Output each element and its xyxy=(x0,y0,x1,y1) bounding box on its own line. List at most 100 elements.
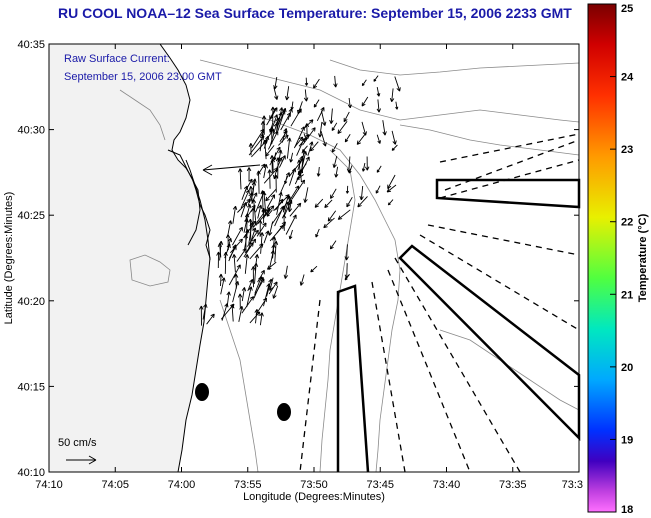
current-vector xyxy=(348,165,353,174)
current-vector xyxy=(230,238,243,254)
current-vector xyxy=(382,120,387,136)
current-vector xyxy=(220,303,235,320)
current-vector xyxy=(361,96,369,107)
current-vector xyxy=(316,166,321,177)
current-vector xyxy=(361,121,367,136)
current-vector xyxy=(334,166,339,178)
current-vector xyxy=(387,199,394,206)
colorbar-tick-label: 23 xyxy=(621,144,633,156)
current-vector xyxy=(376,99,382,113)
current-vector xyxy=(303,187,309,203)
current-vector xyxy=(286,137,292,159)
current-vector xyxy=(266,194,276,209)
current-vector xyxy=(232,205,238,224)
x-tick-label: 73:50 xyxy=(300,479,328,491)
current-vector xyxy=(243,218,249,233)
current-vector xyxy=(270,158,275,173)
current-vector xyxy=(313,99,320,108)
current-vector xyxy=(244,242,254,254)
current-vector xyxy=(320,110,327,126)
current-vector xyxy=(345,185,349,194)
current-vector xyxy=(246,286,253,308)
current-vector xyxy=(272,285,279,299)
current-vector xyxy=(357,196,368,208)
current-vector xyxy=(331,143,338,153)
current-vector xyxy=(309,141,319,152)
current-vector xyxy=(333,75,338,88)
current-vector xyxy=(395,101,399,110)
current-vector xyxy=(376,165,382,173)
westward-current-arrow xyxy=(202,164,261,176)
current-vector xyxy=(251,266,256,288)
x-tick-label: 73:45 xyxy=(366,479,394,491)
current-vector xyxy=(376,87,381,97)
current-vector xyxy=(313,78,320,89)
current-vector xyxy=(278,155,286,168)
current-vector xyxy=(375,185,381,194)
current-vector xyxy=(281,214,287,231)
current-vector xyxy=(227,220,233,237)
current-vector xyxy=(287,200,293,213)
current-vector xyxy=(267,169,272,189)
current-vector xyxy=(262,207,271,220)
current-vector xyxy=(330,188,337,199)
colorbar xyxy=(587,3,617,513)
current-vector xyxy=(266,261,277,270)
current-vector xyxy=(259,133,265,152)
current-vector xyxy=(248,218,253,244)
current-vector xyxy=(232,254,237,273)
current-vector xyxy=(269,122,274,133)
scale-arrow xyxy=(66,455,97,465)
radar-site-marker xyxy=(277,403,291,421)
current-vector xyxy=(279,130,288,142)
current-vector xyxy=(329,108,334,124)
current-vector xyxy=(240,189,250,209)
current-vector xyxy=(272,166,278,180)
current-vector xyxy=(232,280,240,303)
current-vector xyxy=(288,167,297,186)
current-vector xyxy=(218,240,224,261)
current-vector xyxy=(238,305,244,322)
caption-line-2: September 15, 2006 23:00 GMT xyxy=(64,71,222,83)
x-axis-ticks: 74:10 74:05 74:00 73:55 73:50 73:45 73:40 73:35… xyxy=(35,44,583,491)
current-vector xyxy=(258,219,263,237)
current-vector xyxy=(246,167,252,182)
colorbar-tick-label: 24 xyxy=(621,72,634,84)
current-vector xyxy=(232,226,243,246)
current-vector xyxy=(265,188,277,202)
current-vector xyxy=(269,107,276,120)
current-vector xyxy=(269,224,285,242)
current-vector xyxy=(237,168,243,190)
current-vector xyxy=(275,198,284,211)
current-vector xyxy=(343,111,350,123)
current-vector xyxy=(276,191,283,215)
colorbar-tick-label: 20 xyxy=(621,362,633,374)
current-vector xyxy=(274,206,285,227)
current-vector xyxy=(344,274,350,281)
radar-site-marker xyxy=(195,383,209,401)
x-tick-label: 73:35 xyxy=(499,479,527,491)
current-vector xyxy=(359,185,364,201)
current-vector xyxy=(290,101,294,110)
current-vector xyxy=(277,110,286,126)
y-tick-label: 40:10 xyxy=(17,467,45,479)
current-vector xyxy=(223,251,228,274)
current-vector xyxy=(344,133,351,143)
y-axis-label: Latitude (Degrees:Minutes) xyxy=(3,192,15,325)
current-vector xyxy=(297,163,307,176)
current-vector xyxy=(303,119,314,130)
current-vector xyxy=(254,309,259,324)
current-vector xyxy=(387,174,396,189)
current-vector xyxy=(259,232,265,254)
current-vector xyxy=(268,281,278,295)
current-vector xyxy=(327,210,337,222)
current-vector xyxy=(285,214,297,235)
x-tick-label: 74:10 xyxy=(35,479,63,491)
current-vector xyxy=(391,144,398,151)
y-tick-label: 40:35 xyxy=(17,39,45,51)
y-axis-ticks: 40:35 40:30 40:25 40:20 40:15 40:10 xyxy=(17,39,579,479)
current-vector xyxy=(244,254,250,274)
current-vector xyxy=(301,151,308,168)
current-vector xyxy=(269,122,279,146)
current-vector xyxy=(296,174,304,180)
